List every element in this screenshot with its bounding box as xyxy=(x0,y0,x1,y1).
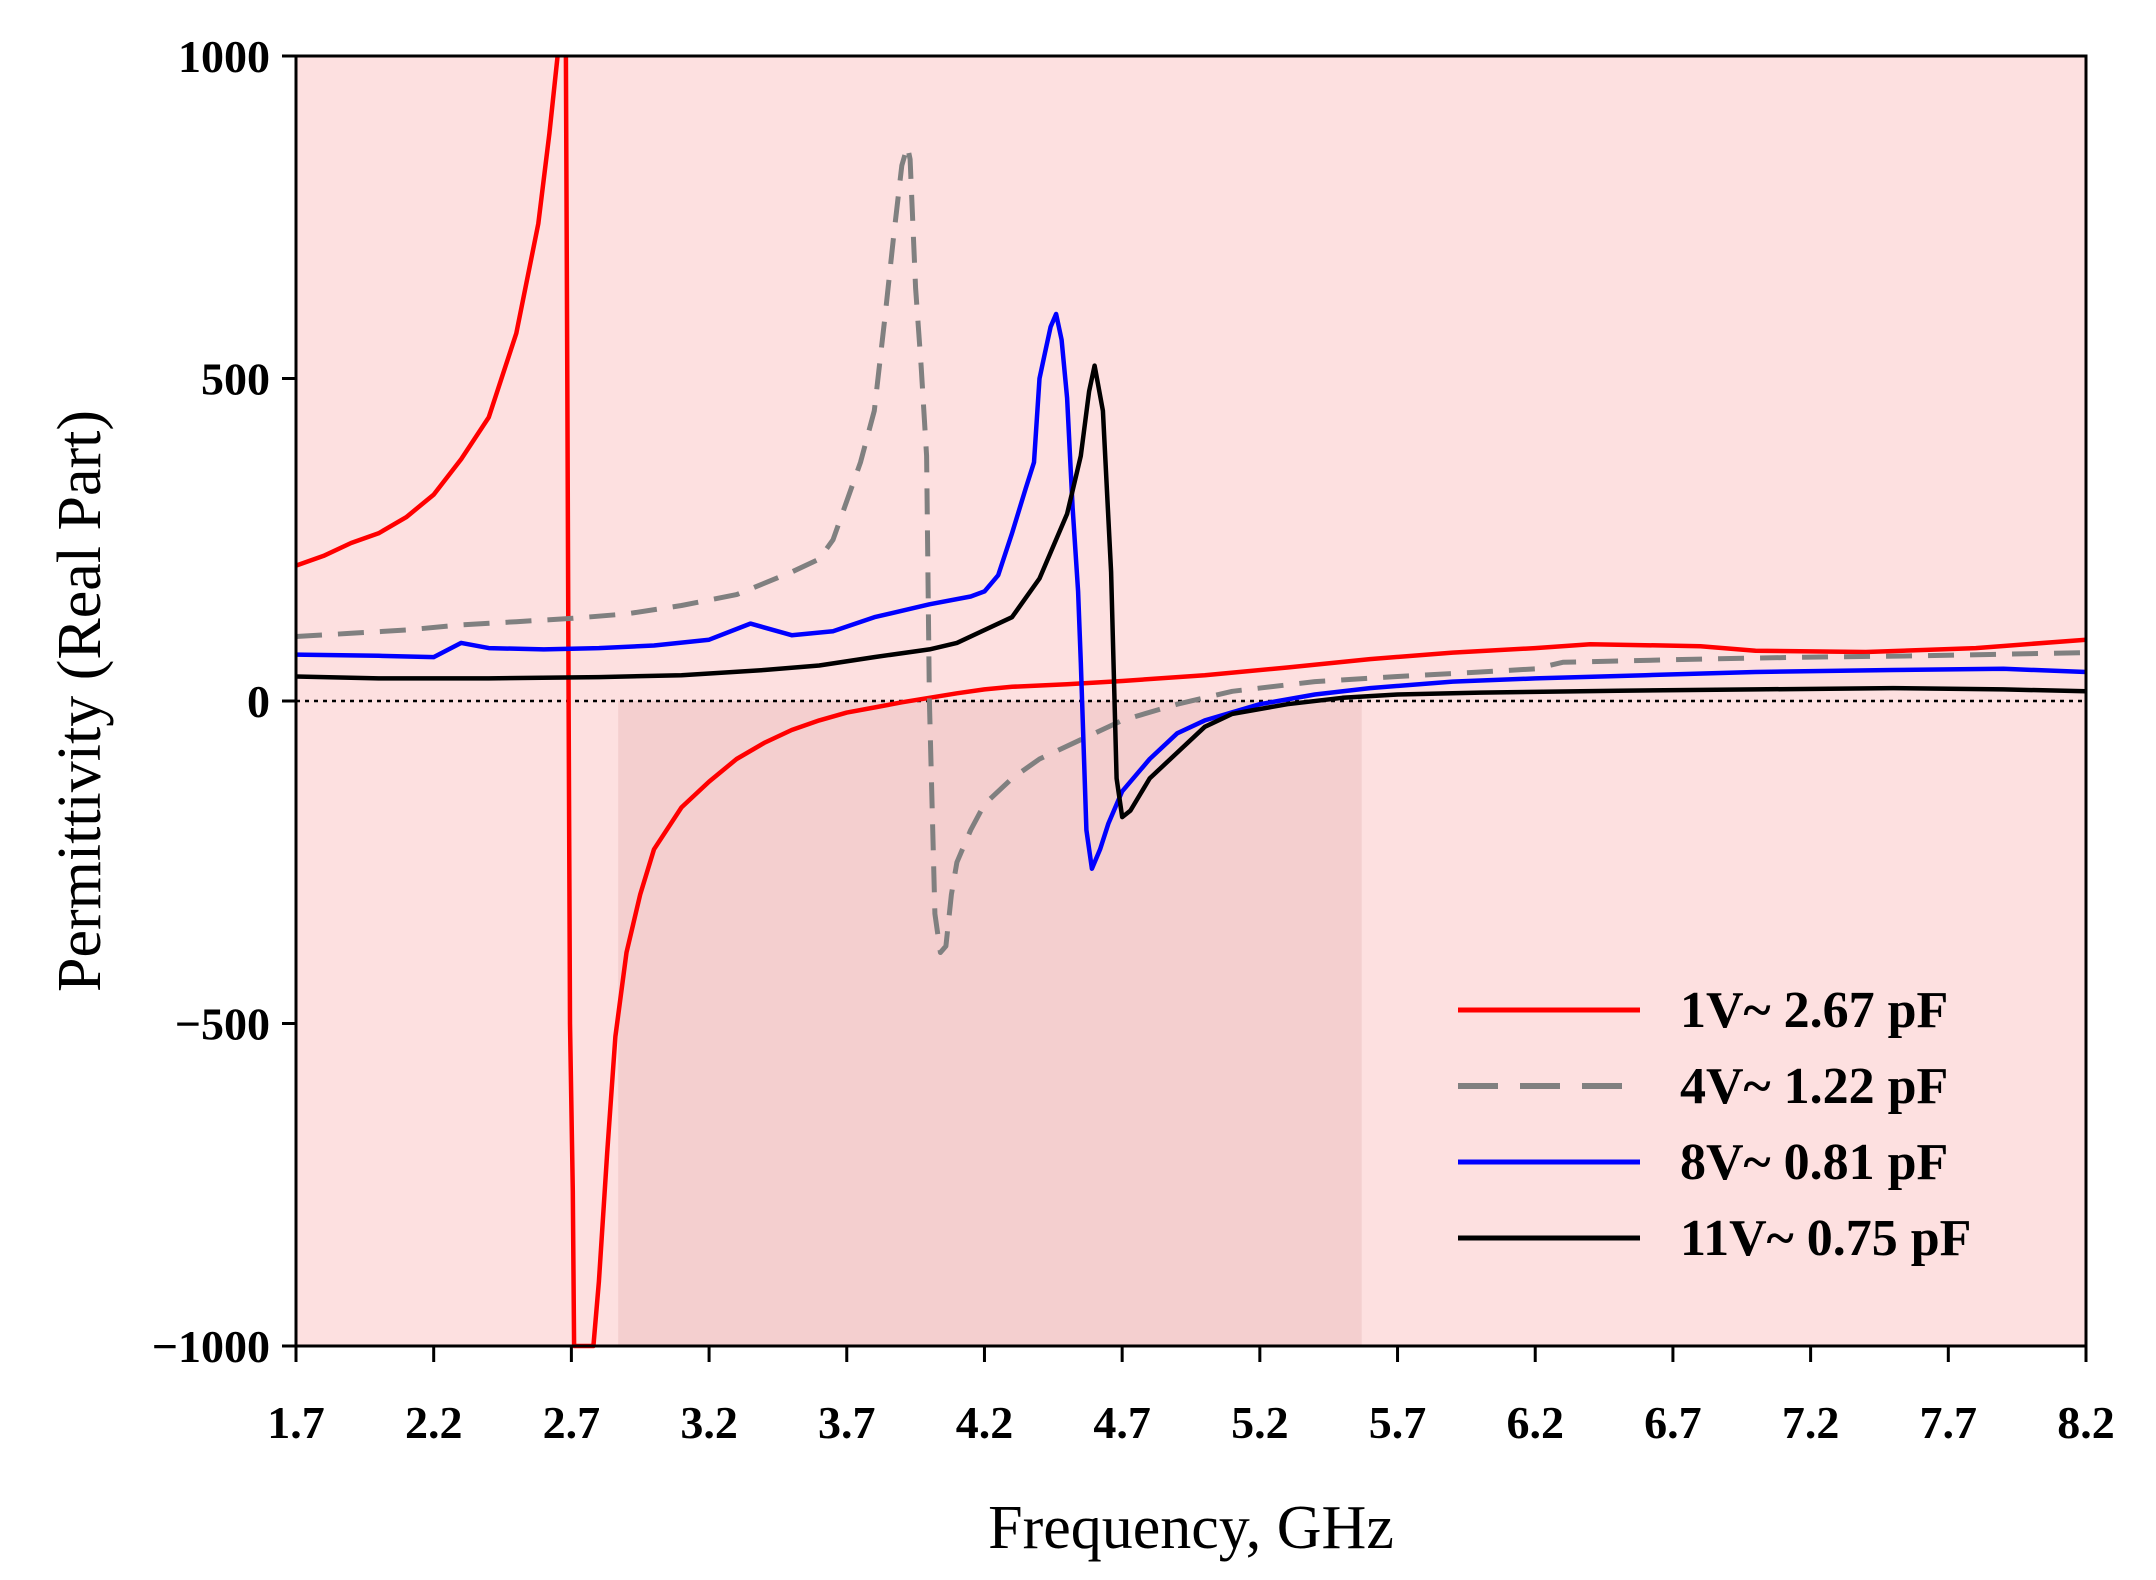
x-tick-label: 2.7 xyxy=(543,1397,601,1448)
y-axis-title: Permittivity (Real Part) xyxy=(46,410,114,992)
series-line-2 xyxy=(295,143,2087,955)
legend-label-2: 4V~ 1.22 pF xyxy=(1680,1058,1948,1115)
series-line-3 xyxy=(295,311,2087,871)
x-tick-label: 3.2 xyxy=(680,1397,738,1448)
legend-label-1: 1V~ 2.67 pF xyxy=(1680,982,1948,1039)
x-tick-label: 3.7 xyxy=(818,1397,876,1448)
x-tick-label: 4.7 xyxy=(1093,1397,1151,1448)
y-tick-label: 1000 xyxy=(178,31,270,82)
y-tick-label: −500 xyxy=(175,999,270,1050)
y-tick-label: −1000 xyxy=(152,1321,270,1372)
x-tick-label: 1.7 xyxy=(267,1397,325,1448)
x-axis: 1.7 2.2 2.7 3.2 3.7 4.2 4.7 5.2 5.7 6.2 6.7 7.2 7.7 8… xyxy=(267,1346,2115,1448)
series-group xyxy=(295,55,2087,1349)
x-tick-label: 8.2 xyxy=(2057,1397,2115,1448)
x-tick-label: 5.7 xyxy=(1369,1397,1427,1448)
x-tick-label: 6.7 xyxy=(1644,1397,1702,1448)
legend-label-3: 8V~ 0.81 pF xyxy=(1680,1134,1948,1191)
x-tick-label: 5.2 xyxy=(1231,1397,1289,1448)
x-tick-label: 7.2 xyxy=(1782,1397,1840,1448)
x-tick-label: 7.7 xyxy=(1920,1397,1978,1448)
legend: 1V~ 2.67 pF 4V~ 1.22 pF 8V~ 0.81 pF 11V~ 0.… xyxy=(1458,982,1971,1267)
x-tick-label: 4.2 xyxy=(956,1397,1014,1448)
y-tick-label: 0 xyxy=(247,676,270,727)
x-axis-title: Frequency, GHz xyxy=(988,1494,1394,1562)
legend-label-4: 11V~ 0.75 pF xyxy=(1680,1210,1971,1267)
y-axis: 1000 500 0 −500 −1000 xyxy=(152,31,296,1372)
x-tick-label: 2.2 xyxy=(405,1397,463,1448)
y-tick-label: 500 xyxy=(201,354,270,405)
series-line-4 xyxy=(295,363,2087,820)
x-tick-label: 6.2 xyxy=(1506,1397,1564,1448)
shaded-band xyxy=(618,701,1362,1346)
